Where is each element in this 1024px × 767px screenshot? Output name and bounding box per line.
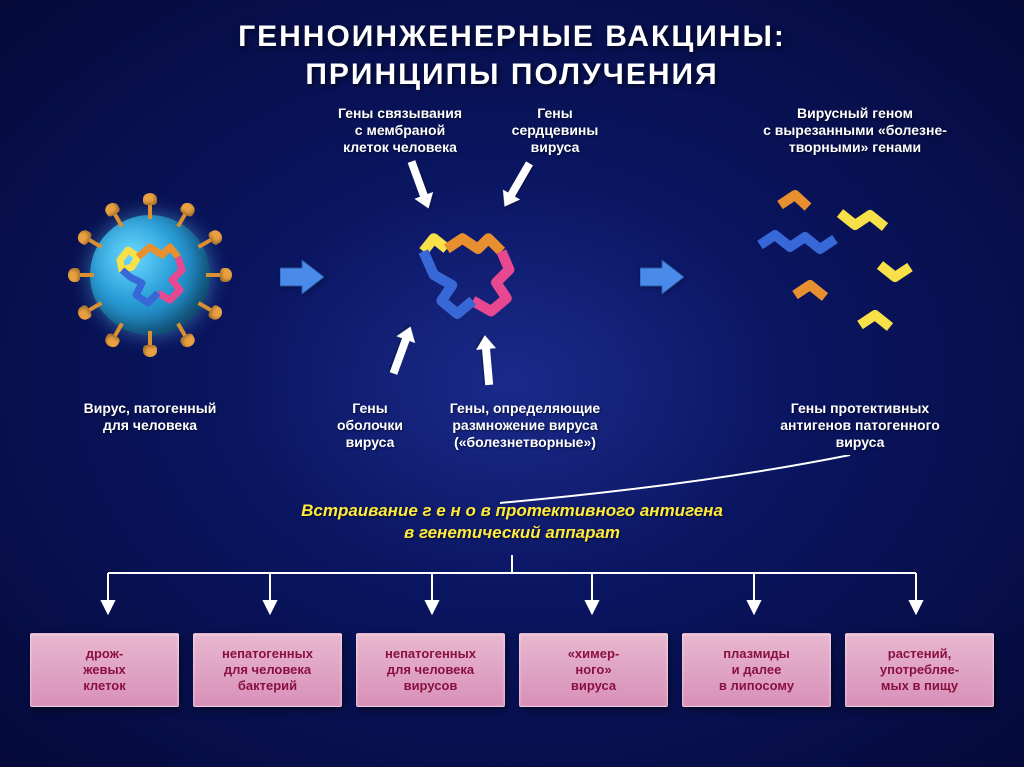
label-cut-genome: Вирусный геномс вырезанными «болезне-тво… — [740, 105, 970, 155]
arrow-right-icon — [640, 260, 684, 294]
arrow-right-icon — [280, 260, 324, 294]
pointer-arrow-icon — [382, 322, 422, 377]
label-pathogenic-virus: Вирус, патогенныйдля человека — [70, 400, 230, 434]
spike-icon — [143, 331, 157, 357]
genome-annotated — [400, 215, 530, 345]
spike-icon — [68, 268, 94, 282]
box-yeast: дрож-жевыхклеток — [30, 633, 179, 707]
box-bacteria: непатогенныхдля человекабактерий — [193, 633, 342, 707]
diagram-row — [0, 165, 1024, 405]
box-plants: растений,употребляе-мых в пищу — [845, 633, 994, 707]
spike-icon — [206, 268, 232, 282]
box-viruses: непатогенныхдля человекавирусов — [356, 633, 505, 707]
pointer-arrow-icon — [494, 157, 540, 212]
genome-fragments — [740, 185, 940, 385]
connector-curve — [500, 455, 860, 510]
pointer-arrow-icon — [473, 334, 501, 386]
label-membrane-genes: Гены связыванияс мембранойклеток человек… — [320, 105, 480, 155]
slide-title: ГЕННОИНЖЕНЕРНЫЕ ВАКЦИНЫ: ПРИНЦИПЫ ПОЛУЧЕ… — [0, 0, 1024, 93]
title-line-2: ПРИНЦИПЫ ПОЛУЧЕНИЯ — [305, 58, 718, 91]
target-boxes-row: дрож-жевыхклеток непатогенныхдля человек… — [30, 633, 994, 707]
insert-line-2: в генетический аппарат — [404, 523, 620, 542]
virus-particle — [70, 195, 230, 355]
pointer-arrow-icon — [400, 157, 440, 212]
genome-full — [100, 225, 200, 325]
box-chimeric: «химер-ного»вируса — [519, 633, 668, 707]
label-envelope-genes: Геныоболочкивируса — [320, 400, 420, 450]
tree-connector — [90, 555, 934, 615]
label-protective-genes: Гены протективныхантигенов патогенногови… — [760, 400, 960, 450]
box-plasmid: плазмидыи далеев липосому — [682, 633, 831, 707]
spike-icon — [143, 193, 157, 219]
label-replication-genes: Гены, определяющиеразмножение вируса(«бо… — [430, 400, 620, 450]
title-line-1: ГЕННОИНЖЕНЕРНЫЕ ВАКЦИНЫ: — [238, 20, 786, 53]
label-core-genes: Генысердцевинывируса — [500, 105, 610, 155]
